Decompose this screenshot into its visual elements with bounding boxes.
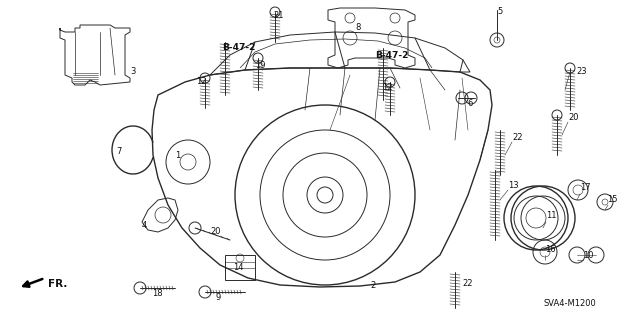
Text: 13: 13: [508, 181, 518, 189]
Text: 3: 3: [130, 68, 136, 77]
Text: 20: 20: [568, 114, 579, 122]
Text: 14: 14: [233, 263, 243, 271]
Text: 8: 8: [355, 24, 360, 33]
Text: 4: 4: [142, 220, 147, 229]
Text: 6: 6: [467, 99, 472, 108]
Text: 5: 5: [497, 8, 502, 17]
Text: 10: 10: [583, 251, 593, 261]
Text: 9: 9: [215, 293, 220, 302]
Text: 20: 20: [210, 227, 221, 236]
Text: SVA4-M1200: SVA4-M1200: [543, 300, 596, 308]
Text: 16: 16: [545, 246, 556, 255]
Text: B-47-2: B-47-2: [375, 50, 408, 60]
Text: 22: 22: [512, 133, 522, 143]
Text: 19: 19: [255, 61, 266, 70]
Text: 11: 11: [546, 211, 557, 219]
Text: B-47-2: B-47-2: [222, 43, 255, 53]
Text: 17: 17: [580, 183, 591, 192]
Text: 23: 23: [576, 68, 587, 77]
Text: 21: 21: [273, 11, 284, 20]
Text: 15: 15: [607, 196, 618, 204]
Text: 22: 22: [462, 278, 472, 287]
Text: 2: 2: [370, 281, 375, 291]
Text: FR.: FR.: [48, 279, 67, 289]
Text: 7: 7: [116, 147, 122, 157]
Text: 12: 12: [382, 84, 392, 93]
Text: 1: 1: [175, 151, 180, 160]
Text: 18: 18: [152, 288, 163, 298]
Text: 12: 12: [196, 78, 207, 86]
